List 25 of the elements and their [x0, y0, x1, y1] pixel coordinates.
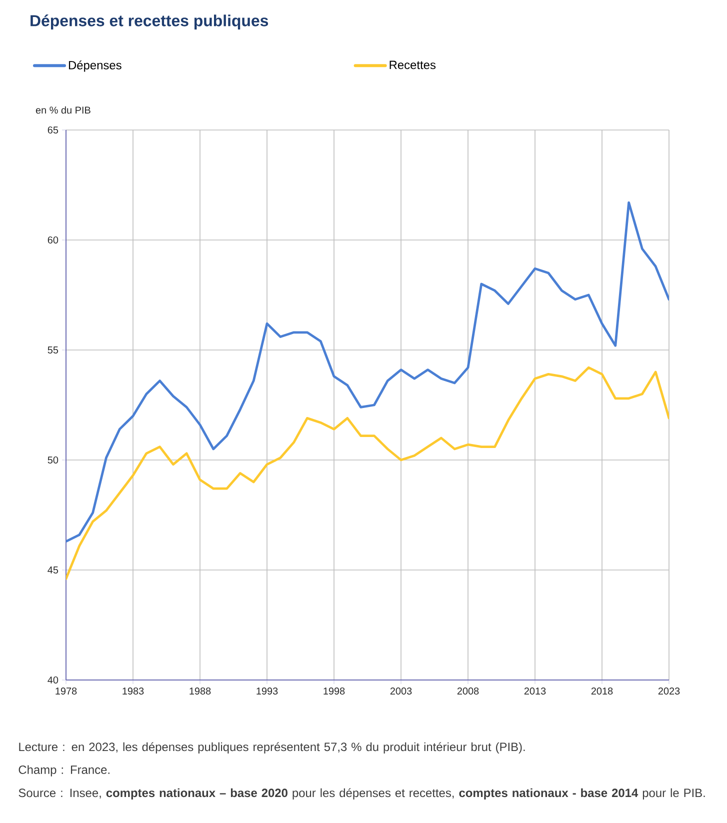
text: Lecture : en 2023, les dépenses publiques représentent 57,3 % du produit intérieur brut (PIB). — [19, 742, 525, 754]
x-tick-label: 1998 — [324, 688, 345, 695]
source-note: Source : Insee, comptes nationaux – base 2020 pour les dépenses et recettes, comptes nationaux - base 2014 pour le PIB. — [18, 788, 705, 800]
y-tick-label: 65 — [48, 126, 58, 134]
text: Champ : France. — [18, 765, 110, 776]
y-tick-label: 60 — [48, 236, 58, 244]
x-tick-label: 1993 — [256, 688, 278, 695]
legend-label: Dépenses — [68, 60, 122, 72]
line-series — [66, 201, 670, 543]
x-tick-label: 1978 — [56, 688, 77, 695]
y-axis-title: en % du PIB — [36, 106, 90, 114]
chart-title: Dépenses et recettes publiques — [30, 14, 268, 30]
y-tick-label: 55 — [48, 346, 58, 354]
x-tick-label: 2018 — [591, 688, 613, 695]
x-tick-label: 1988 — [190, 688, 211, 695]
y-tick-label: 50 — [48, 456, 58, 464]
line-series — [66, 366, 670, 580]
x-tick-label: 2008 — [457, 688, 479, 695]
x-tick-label: 1983 — [122, 688, 144, 695]
x-tick-label: 2013 — [524, 688, 546, 695]
legend-label: Recettes — [390, 60, 436, 70]
y-tick-label: 40 — [48, 676, 58, 684]
x-tick-label: 2003 — [390, 688, 412, 695]
y-tick-label: 45 — [48, 566, 58, 574]
x-tick-label: 2023 — [658, 688, 680, 695]
